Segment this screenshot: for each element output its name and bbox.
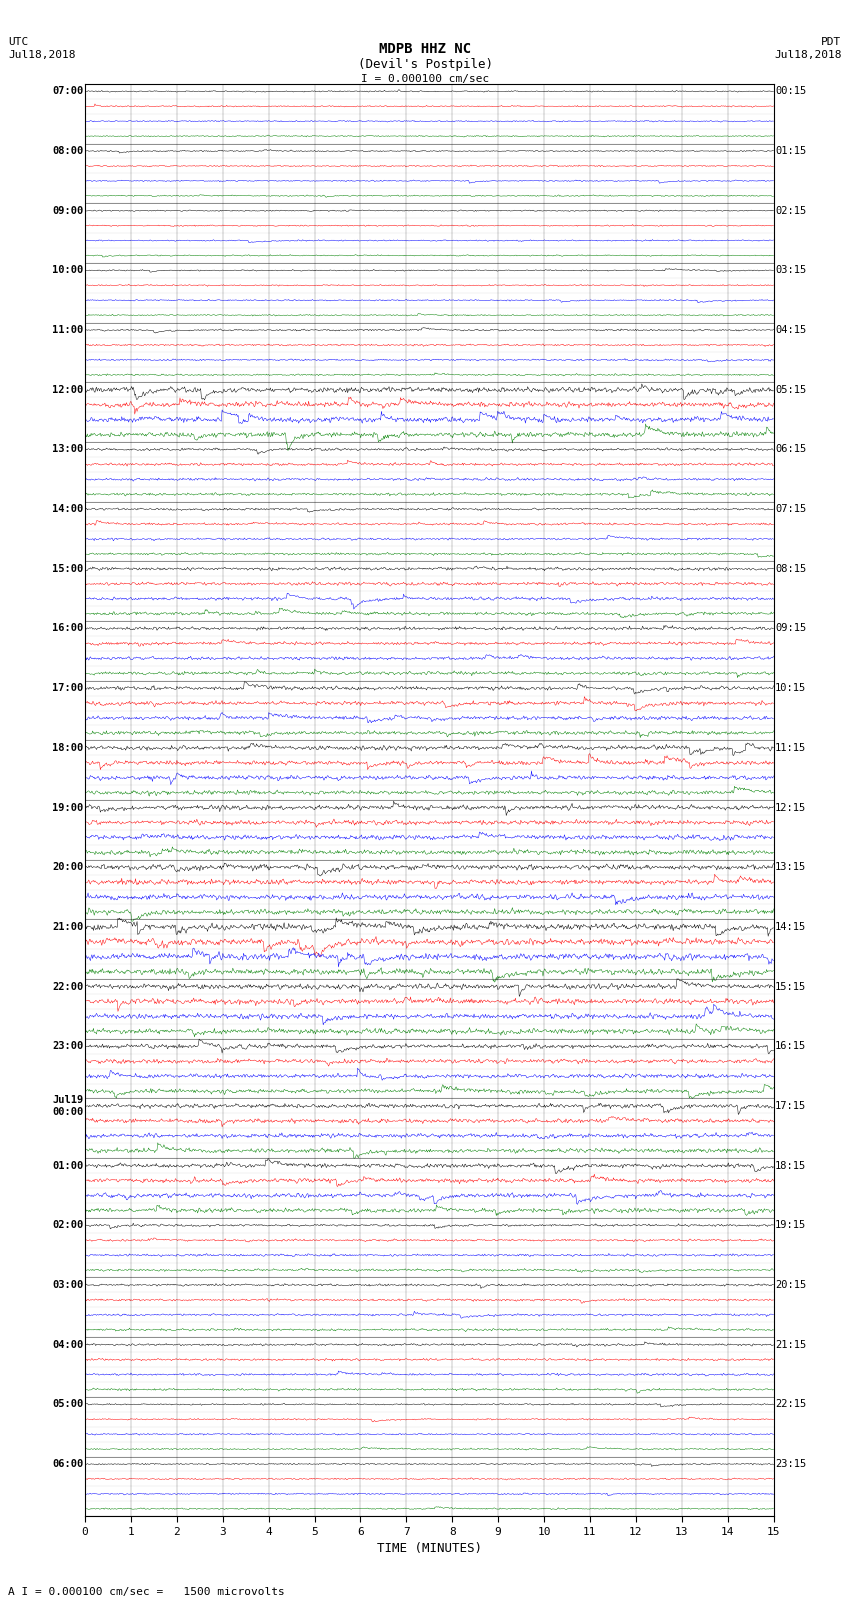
Text: (Devil's Postpile): (Devil's Postpile) xyxy=(358,58,492,71)
Text: 11:00: 11:00 xyxy=(53,326,83,336)
Text: 20:00: 20:00 xyxy=(53,863,83,873)
Text: 23:00: 23:00 xyxy=(53,1042,83,1052)
Text: 21:15: 21:15 xyxy=(775,1340,806,1350)
Text: 15:00: 15:00 xyxy=(53,565,83,574)
Text: 14:00: 14:00 xyxy=(53,505,83,515)
Text: 18:00: 18:00 xyxy=(53,744,83,753)
Text: I = 0.000100 cm/sec: I = 0.000100 cm/sec xyxy=(361,74,489,84)
Text: 19:00: 19:00 xyxy=(53,803,83,813)
Text: 10:00: 10:00 xyxy=(53,266,83,276)
Text: 04:00: 04:00 xyxy=(53,1340,83,1350)
Text: 03:15: 03:15 xyxy=(775,266,806,276)
Text: 23:15: 23:15 xyxy=(775,1460,806,1469)
Text: 16:15: 16:15 xyxy=(775,1042,806,1052)
Text: Jul19
00:00: Jul19 00:00 xyxy=(53,1095,83,1116)
Text: 03:00: 03:00 xyxy=(53,1281,83,1290)
Text: UTC: UTC xyxy=(8,37,29,47)
Text: 01:15: 01:15 xyxy=(775,147,806,156)
Text: 02:15: 02:15 xyxy=(775,206,806,216)
Text: 04:15: 04:15 xyxy=(775,326,806,336)
Text: 15:15: 15:15 xyxy=(775,982,806,992)
Text: 07:15: 07:15 xyxy=(775,505,806,515)
Text: 13:15: 13:15 xyxy=(775,863,806,873)
Text: A I = 0.000100 cm/sec =   1500 microvolts: A I = 0.000100 cm/sec = 1500 microvolts xyxy=(8,1587,286,1597)
Text: 22:15: 22:15 xyxy=(775,1400,806,1410)
Text: 12:00: 12:00 xyxy=(53,386,83,395)
Text: 09:15: 09:15 xyxy=(775,624,806,634)
Text: 06:00: 06:00 xyxy=(53,1460,83,1469)
Text: 13:00: 13:00 xyxy=(53,445,83,455)
Text: 07:00: 07:00 xyxy=(53,87,83,97)
Text: 18:15: 18:15 xyxy=(775,1161,806,1171)
Text: 05:00: 05:00 xyxy=(53,1400,83,1410)
Text: 17:15: 17:15 xyxy=(775,1102,806,1111)
Text: 12:15: 12:15 xyxy=(775,803,806,813)
Text: 10:15: 10:15 xyxy=(775,684,806,694)
Text: 11:15: 11:15 xyxy=(775,744,806,753)
Text: 22:00: 22:00 xyxy=(53,982,83,992)
Text: MDPB HHZ NC: MDPB HHZ NC xyxy=(379,42,471,56)
Text: 14:15: 14:15 xyxy=(775,923,806,932)
Text: 19:15: 19:15 xyxy=(775,1221,806,1231)
Text: 08:15: 08:15 xyxy=(775,565,806,574)
Text: 17:00: 17:00 xyxy=(53,684,83,694)
Text: PDT: PDT xyxy=(821,37,842,47)
Text: 06:15: 06:15 xyxy=(775,445,806,455)
Text: 20:15: 20:15 xyxy=(775,1281,806,1290)
Text: 05:15: 05:15 xyxy=(775,386,806,395)
Text: 08:00: 08:00 xyxy=(53,147,83,156)
X-axis label: TIME (MINUTES): TIME (MINUTES) xyxy=(377,1542,482,1555)
Text: 16:00: 16:00 xyxy=(53,624,83,634)
Text: 21:00: 21:00 xyxy=(53,923,83,932)
Text: 09:00: 09:00 xyxy=(53,206,83,216)
Text: Jul18,2018: Jul18,2018 xyxy=(774,50,842,60)
Text: Jul18,2018: Jul18,2018 xyxy=(8,50,76,60)
Text: 02:00: 02:00 xyxy=(53,1221,83,1231)
Text: 01:00: 01:00 xyxy=(53,1161,83,1171)
Text: 00:15: 00:15 xyxy=(775,87,806,97)
